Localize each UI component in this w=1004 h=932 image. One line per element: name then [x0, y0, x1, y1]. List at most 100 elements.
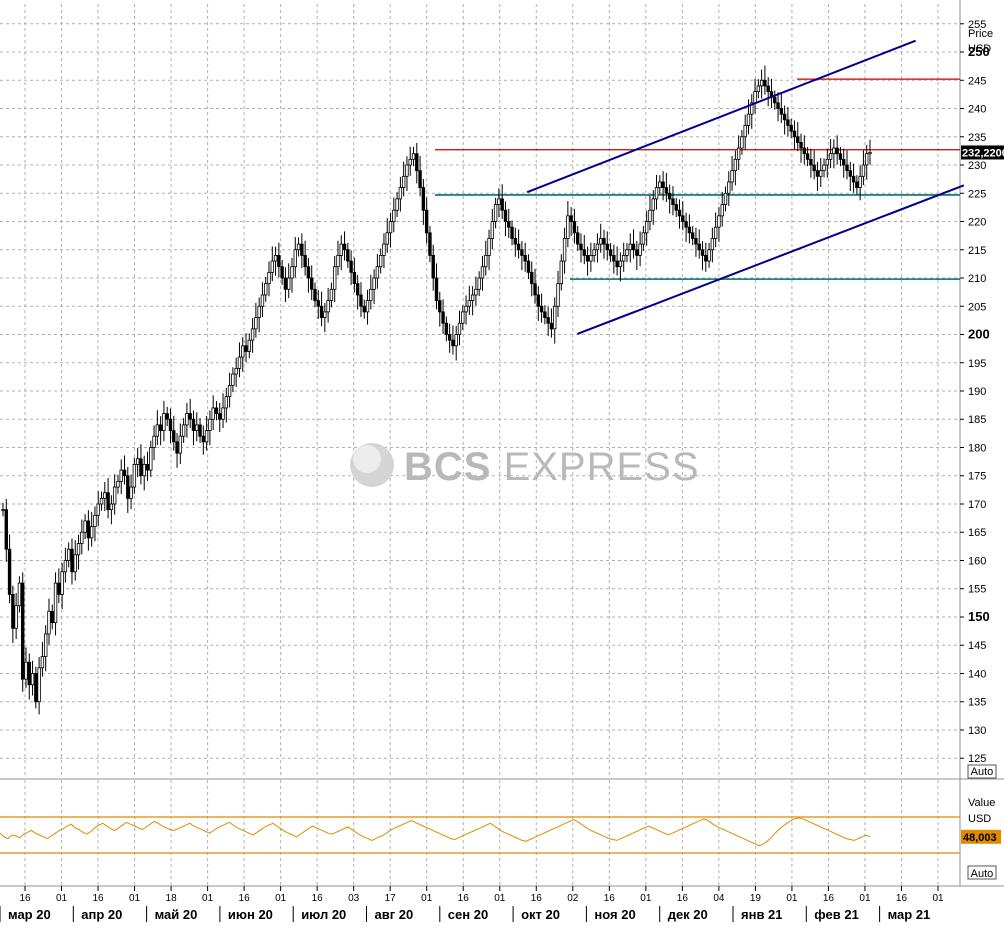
- candle-body: [615, 260, 619, 268]
- candle-body: [625, 249, 629, 256]
- candle-body: [454, 334, 458, 347]
- candle-body: [842, 158, 846, 166]
- y-tick-label: 245: [968, 75, 986, 87]
- candle-body: [576, 232, 580, 245]
- x-day-label: 04: [713, 893, 725, 904]
- candle-body: [76, 543, 81, 556]
- candle-body: [539, 305, 544, 313]
- candle-body: [57, 582, 61, 595]
- candle-body: [283, 277, 288, 290]
- candle-body: [579, 243, 583, 251]
- candle-body: [546, 317, 550, 324]
- candle-body: [621, 255, 626, 262]
- x-month-label: мар 20: [8, 907, 51, 922]
- candle-body: [727, 181, 731, 194]
- candle-body: [415, 153, 419, 172]
- x-month-label: янв 21: [741, 907, 783, 922]
- candle-body: [855, 181, 859, 189]
- x-day-label: 01: [56, 893, 68, 904]
- candle-body: [464, 305, 468, 313]
- candle-body: [119, 469, 123, 482]
- candle-body: [513, 238, 518, 245]
- y-tick-label: 125: [968, 753, 986, 765]
- candle-body: [224, 396, 229, 409]
- candle-body: [638, 243, 642, 256]
- x-day-label: 18: [166, 893, 178, 904]
- candle-body: [805, 153, 810, 160]
- candle-body: [605, 243, 609, 251]
- candle-body: [572, 221, 577, 234]
- x-day-label: 03: [348, 893, 360, 904]
- candle-body: [467, 300, 472, 307]
- candle-body: [401, 175, 406, 189]
- y-tick-label: 175: [968, 471, 986, 483]
- watermark-text: BCS EXPRESS: [404, 445, 700, 489]
- candle-body: [218, 413, 222, 420]
- candle-body: [50, 610, 54, 624]
- candle-body: [214, 407, 219, 414]
- candle-body: [493, 204, 498, 222]
- x-day-label: 16: [458, 893, 470, 904]
- candle-body: [250, 328, 255, 341]
- candle-body: [398, 187, 403, 200]
- candle-body: [405, 164, 409, 177]
- y-tick-label: 180: [968, 442, 986, 454]
- candle-body: [779, 108, 784, 115]
- candle-body: [1, 509, 5, 512]
- candle-body: [704, 255, 708, 262]
- candle-body: [444, 322, 449, 335]
- candle-body: [14, 605, 18, 629]
- candle-body: [332, 266, 337, 290]
- candle-body: [618, 260, 623, 268]
- candle-body: [408, 158, 412, 166]
- x-day-label: 01: [275, 893, 287, 904]
- candle-body: [418, 170, 422, 189]
- x-month-label: дек 20: [668, 907, 708, 922]
- candle-body: [21, 582, 25, 680]
- candle-body: [204, 430, 209, 443]
- candle-body: [585, 255, 590, 262]
- candle-body: [319, 305, 324, 318]
- candle-body: [658, 181, 662, 189]
- candle-body: [247, 339, 252, 352]
- candle-body: [86, 520, 91, 539]
- x-day-label: 16: [19, 893, 31, 904]
- candle-body: [188, 413, 192, 420]
- candle-body: [66, 548, 71, 561]
- candle-body: [172, 430, 176, 443]
- candle-body: [474, 288, 478, 296]
- x-day-label: 01: [129, 893, 141, 904]
- candle-body: [516, 243, 521, 251]
- candle-body: [37, 667, 41, 703]
- y-tick-label: 155: [968, 584, 986, 596]
- candle-body: [392, 209, 396, 222]
- candle-body: [201, 435, 206, 443]
- candle-body: [300, 243, 304, 256]
- candle-body: [441, 311, 445, 324]
- candle-body: [549, 322, 554, 330]
- candle-body: [674, 204, 678, 211]
- candle-body: [822, 164, 826, 172]
- candle-body: [582, 249, 586, 256]
- candle-body: [296, 243, 301, 251]
- candle-body: [109, 503, 114, 511]
- candle-body: [93, 514, 97, 527]
- candle-body: [717, 215, 721, 228]
- candle-body: [112, 486, 117, 505]
- candle-body: [277, 255, 281, 268]
- candle-body: [175, 441, 179, 454]
- price-axis-unit: USD: [968, 43, 991, 55]
- candle-body: [858, 175, 862, 189]
- candle-body: [359, 294, 363, 307]
- candle-body: [178, 435, 183, 454]
- candle-body: [352, 271, 357, 285]
- candle-body: [106, 492, 110, 511]
- candle-body: [424, 209, 429, 234]
- candle-body: [602, 238, 606, 245]
- candle-body: [750, 102, 754, 115]
- candle-body: [667, 192, 672, 200]
- candle-body: [155, 424, 160, 437]
- candle-body: [43, 633, 48, 657]
- candle-body: [480, 266, 485, 279]
